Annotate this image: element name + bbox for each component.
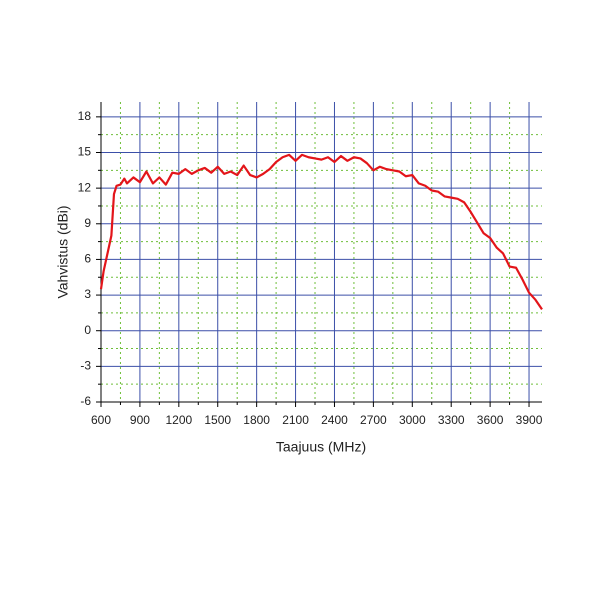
y-tick-label: 6 — [84, 252, 91, 266]
x-tick-label: 3900 — [516, 413, 543, 427]
x-tick-label: 3600 — [477, 413, 504, 427]
x-tick-label: 2400 — [321, 413, 348, 427]
x-tick-label: 1500 — [204, 413, 231, 427]
x-tick-label: 1200 — [165, 413, 192, 427]
y-tick-label: -6 — [80, 394, 91, 408]
y-tick-label: 0 — [84, 323, 91, 337]
y-tick-label: 18 — [78, 109, 92, 123]
x-tick-label: 1800 — [243, 413, 270, 427]
x-tick-label: 2700 — [360, 413, 387, 427]
x-tick-label: 3300 — [438, 413, 465, 427]
y-tick-label: 3 — [84, 287, 91, 301]
x-tick-label: 600 — [91, 413, 111, 427]
data-line — [99, 153, 543, 310]
x-tick-label: 3000 — [399, 413, 426, 427]
y-tick-label: 12 — [78, 180, 92, 194]
x-tick-label: 900 — [130, 413, 150, 427]
y-tick-label: 9 — [84, 216, 91, 230]
y-tick-label: -3 — [80, 359, 91, 373]
x-axis-title: Taajuus (MHz) — [276, 439, 366, 455]
x-tick-label: 2100 — [282, 413, 309, 427]
y-tick-label: 15 — [78, 145, 92, 159]
y-axis-title: Vahvistus (dBi) — [55, 205, 71, 298]
